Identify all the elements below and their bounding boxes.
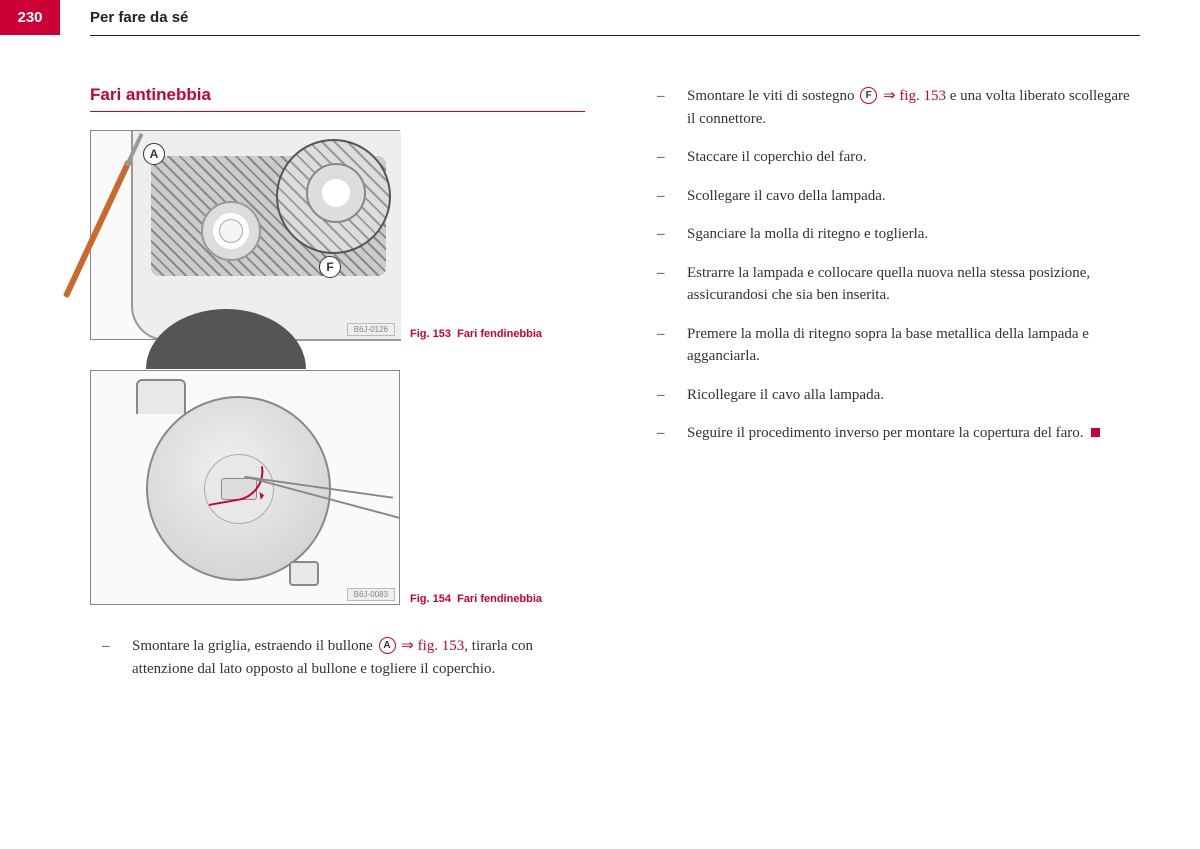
step-item: –Estrarre la lampada e collocare quella … xyxy=(645,262,1140,307)
header-rule xyxy=(90,35,1140,36)
right-column: –Smontare le viti di sostegno F ⇒ fig. 1… xyxy=(645,85,1140,696)
page-header: 230 Per fare da sé xyxy=(0,0,1200,35)
step-item: –Ricollegare il cavo alla lampada. xyxy=(645,384,1140,407)
header-title: Per fare da sé xyxy=(90,9,188,26)
letter-marker-f: F xyxy=(860,87,877,104)
figure-153-marker-a: A xyxy=(143,143,165,165)
figure-reference: fig. 153 xyxy=(418,638,465,654)
figure-153-code: B6J-0126 xyxy=(347,323,395,336)
letter-marker-a: A xyxy=(379,637,396,654)
steps-right: –Smontare le viti di sostegno F ⇒ fig. 1… xyxy=(645,85,1140,445)
section-title-underline xyxy=(90,111,585,112)
figure-reference: fig. 153 xyxy=(899,88,946,104)
step-item: –Sganciare la molla di ritegno e toglier… xyxy=(645,223,1140,246)
step-item: –Staccare il coperchio del faro. xyxy=(645,146,1140,169)
section-title: Fari antinebbia xyxy=(90,85,585,105)
left-column: Fari antinebbia A F B6J-0126 Fig. 153 Fa… xyxy=(90,85,585,696)
figure-153-illustration: A F xyxy=(91,131,399,339)
figure-154-caption: Fig. 154 Fari fendinebbia xyxy=(410,593,580,605)
step-item: –Smontare le viti di sostegno F ⇒ fig. 1… xyxy=(645,85,1140,130)
figure-153: A F B6J-0126 xyxy=(90,130,400,340)
steps-left: –Smontare la griglia, estraendo il bullo… xyxy=(90,635,585,680)
step-item: –Seguire il procedimento inverso per mon… xyxy=(645,422,1140,445)
figure-154-code: B6J-0083 xyxy=(347,588,395,601)
step-item: –Scollegare il cavo della lampada. xyxy=(645,185,1140,208)
step-item: –Premere la molla di ritegno sopra la ba… xyxy=(645,323,1140,368)
figure-153-caption: Fig. 153 Fari fendinebbia xyxy=(410,328,580,340)
figure-153-marker-f: F xyxy=(319,256,341,278)
page-number-badge: 230 xyxy=(0,0,60,35)
content-columns: Fari antinebbia A F B6J-0126 Fig. 153 Fa… xyxy=(0,85,1200,696)
end-marker-icon xyxy=(1091,428,1100,437)
figure-154: B6J-0083 xyxy=(90,370,400,605)
step-item: –Smontare la griglia, estraendo il bullo… xyxy=(90,635,585,680)
